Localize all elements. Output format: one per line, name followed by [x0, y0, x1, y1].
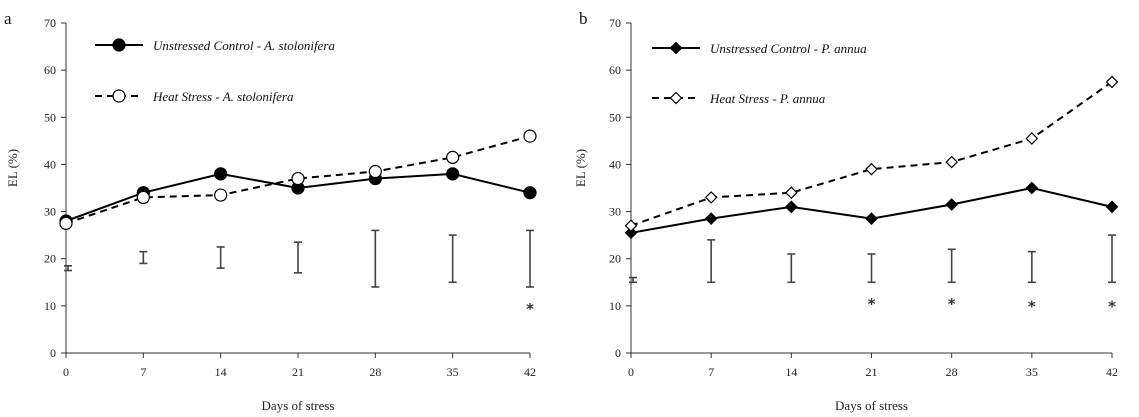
y-tick-label: 10	[44, 299, 56, 313]
x-tick-label: 42	[524, 365, 536, 379]
chart-panel-a: a 0 10 20 30 40 50 60 70 0 7 14 21 28 35 42 Days of stre…	[4, 9, 537, 413]
series-line-heat-stress	[630, 81, 1113, 227]
x-tick-label: 7	[140, 365, 146, 379]
legend-marker	[669, 41, 683, 55]
x-tick-label: 14	[215, 365, 227, 379]
y-tick-label: 60	[44, 63, 56, 77]
series-line-control	[630, 186, 1113, 234]
y-tick-label: 20	[609, 252, 621, 266]
y-tick-label: 0	[615, 346, 621, 360]
data-point-heat-stress	[1105, 75, 1119, 89]
data-point-heat-stress	[214, 188, 228, 202]
x-tick-label: 42	[1106, 365, 1118, 379]
legend-marker	[669, 91, 683, 105]
legend-marker	[112, 38, 126, 52]
data-point-heat-stress	[136, 190, 150, 205]
y-tick-label: 50	[609, 110, 621, 124]
y-tick-label: 10	[609, 299, 621, 313]
panel-label: a	[4, 9, 12, 28]
data-point-control	[523, 186, 537, 200]
legend-entry-label: Unstressed Control - P. annua	[710, 41, 867, 56]
data-point-control	[1105, 200, 1119, 214]
legend-entry-label: Heat Stress - A. stolonifera	[152, 89, 294, 104]
data-point-heat-stress	[1025, 132, 1039, 145]
data-point-control	[624, 226, 638, 240]
data-point-heat-stress	[291, 171, 305, 186]
x-tick-label: 35	[447, 365, 459, 379]
significance-star: *	[1108, 298, 1116, 316]
data-point-control	[704, 212, 718, 225]
significance-star: *	[948, 295, 956, 313]
data-point-heat-stress	[446, 150, 460, 164]
x-tick-label: 7	[708, 365, 714, 379]
data-point-control	[1025, 181, 1039, 195]
data-point-heat-stress	[523, 129, 537, 143]
x-tick-label: 14	[785, 365, 797, 379]
x-axis-title: Days of stress	[835, 398, 908, 413]
data-point-heat-stress	[784, 186, 798, 200]
x-axis-title: Days of stress	[262, 398, 335, 413]
x-tick-label: 21	[866, 365, 878, 379]
y-tick-label: 50	[44, 110, 56, 124]
data-point-heat-stress	[704, 191, 718, 204]
data-point-heat-stress	[624, 219, 638, 233]
data-point-heat-stress	[865, 162, 878, 176]
x-tick-label: 21	[292, 365, 304, 379]
y-tick-label: 30	[44, 205, 56, 219]
significance-star: *	[526, 300, 534, 318]
data-point-control	[214, 167, 228, 181]
y-axis-title: EL (%)	[5, 149, 20, 187]
x-tick-label: 28	[369, 365, 381, 379]
y-tick-label: 20	[44, 252, 56, 266]
data-point-heat-stress	[945, 155, 959, 169]
x-tick-label: 0	[63, 365, 69, 379]
significance-star: *	[1028, 298, 1036, 316]
data-point-control	[446, 167, 460, 181]
data-point-heat-stress	[368, 164, 382, 179]
data-point-control	[945, 198, 959, 211]
y-tick-label: 70	[609, 16, 621, 30]
data-point-control	[865, 212, 878, 225]
y-axis-title: EL (%)	[573, 149, 588, 187]
y-tick-label: 40	[44, 157, 56, 171]
data-point-heat-stress	[59, 216, 73, 230]
y-tick-label: 40	[609, 157, 621, 171]
panel-label: b	[579, 9, 588, 28]
legend-entry-label: Unstressed Control - A. stolonifera	[153, 38, 335, 53]
y-tick-label: 30	[609, 205, 621, 219]
y-tick-label: 70	[44, 16, 56, 30]
x-tick-label: 28	[946, 365, 958, 379]
legend-entry-label: Heat Stress - P. annua	[709, 91, 826, 106]
chart-panel-b: b 0 10 20 30 40 50 60 70 0 7 14 21 28 35 42 Days of stre…	[573, 9, 1119, 413]
x-tick-label: 35	[1026, 365, 1038, 379]
data-point-control	[784, 200, 798, 214]
x-tick-label: 0	[628, 365, 634, 379]
y-tick-label: 0	[50, 346, 56, 360]
significance-star: *	[868, 295, 876, 313]
y-tick-label: 60	[609, 63, 621, 77]
legend-marker	[112, 89, 126, 103]
